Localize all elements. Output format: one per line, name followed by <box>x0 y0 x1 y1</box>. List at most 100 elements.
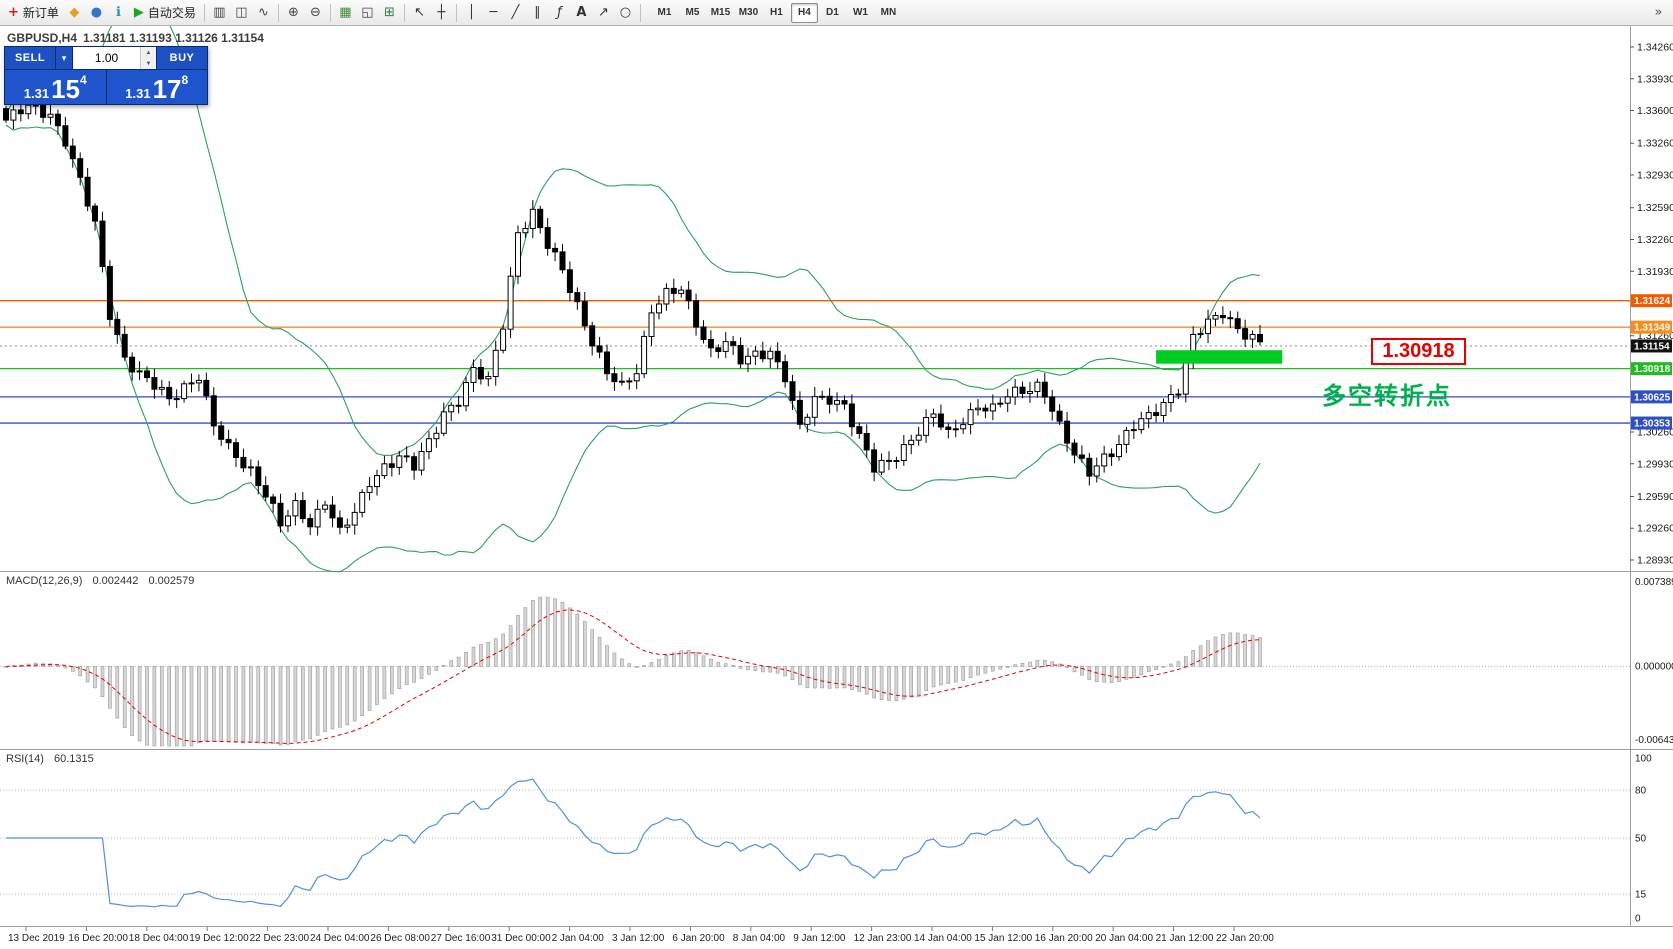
symbols-button[interactable]: ◆ <box>64 2 85 23</box>
arrow-tool-button[interactable]: ↗ <box>593 2 614 23</box>
timeframe-mn[interactable]: MN <box>875 3 902 23</box>
price-level-annotation[interactable]: 1.30918 <box>1371 338 1466 365</box>
svg-text:1.32260: 1.32260 <box>1637 234 1673 246</box>
svg-text:22 Dec 23:00: 22 Dec 23:00 <box>250 933 310 944</box>
toolbar-separator <box>203 3 205 22</box>
rsi-header: RSI(14) 60.1315 <box>6 753 101 765</box>
text-tool-button[interactable]: A <box>571 2 592 23</box>
svg-text:12 Jan 23:00: 12 Jan 23:00 <box>854 933 912 944</box>
info-icon: ℹ <box>115 5 121 20</box>
rsi-axis[interactable]: 100 80 50 15 0 <box>1635 754 1652 925</box>
buy-tab[interactable]: BUY <box>157 47 207 69</box>
one-click-trading-panel: SELL ▾ ▲ ▼ BUY 1.31 15 4 1.31 17 <box>4 46 208 105</box>
svg-text:1.31154: 1.31154 <box>1634 341 1670 352</box>
grid-icon: ▦ <box>339 5 352 20</box>
volume-down-button[interactable]: ▼ <box>141 58 156 69</box>
svg-text:0.007389: 0.007389 <box>1635 577 1673 588</box>
crosshair-icon: ┼ <box>437 5 446 20</box>
indicators-button[interactable]: ⊞ <box>379 2 400 23</box>
svg-text:50: 50 <box>1635 834 1647 845</box>
svg-text:16 Dec 20:00: 16 Dec 20:00 <box>68 933 128 944</box>
price-axis[interactable]: 1.34260 1.33930 1.33600 1.33260 1.32930 1.325… <box>1630 42 1673 567</box>
channel-tool-button[interactable]: ∥ <box>527 2 548 23</box>
turning-point-annotation[interactable]: 多空转折点 <box>1322 382 1452 410</box>
bar-chart-button[interactable]: ▥ <box>209 2 230 23</box>
scroll-to-end-button[interactable]: » <box>1648 2 1669 23</box>
symbol-ohlc-header: GBPUSD,H4 1.31181 1.31193 1.31126 1.31154 <box>7 31 264 45</box>
svg-text:100: 100 <box>1635 754 1652 765</box>
svg-text:14 Jan 04:00: 14 Jan 04:00 <box>914 933 972 944</box>
fibonacci-tool-button[interactable]: ƒ <box>549 2 570 23</box>
svg-text:9 Jan 12:00: 9 Jan 12:00 <box>793 933 846 944</box>
rsi-value: 60.1315 <box>53 753 94 765</box>
arrow-icon: ↗ <box>597 5 609 20</box>
svg-text:13 Dec 2019: 13 Dec 2019 <box>8 933 65 944</box>
ask-main: 17 <box>152 74 182 104</box>
crosshair-button[interactable]: ┼ <box>431 2 452 23</box>
svg-text:31 Dec 00:00: 31 Dec 00:00 <box>491 933 551 944</box>
candlestick-chart-button[interactable]: ◫ <box>231 2 252 23</box>
macd-histogram <box>4 596 1262 747</box>
timeframe-m30[interactable]: M30 <box>735 3 762 23</box>
svg-text:15 Jan 12:00: 15 Jan 12:00 <box>974 933 1032 944</box>
buy-price-button[interactable]: 1.31 17 8 <box>106 70 207 104</box>
svg-text:20 Jan 04:00: 20 Jan 04:00 <box>1095 933 1153 944</box>
svg-text:1.33930: 1.33930 <box>1637 73 1673 85</box>
macd-value-signal: 0.002579 <box>148 575 195 587</box>
cursor-button[interactable]: ↖ <box>409 2 430 23</box>
bollinger-bands <box>5 0 1261 573</box>
timeframe-m15[interactable]: M15 <box>707 3 734 23</box>
timeframe-h1[interactable]: H1 <box>763 3 790 23</box>
svg-text:1.30353: 1.30353 <box>1634 419 1671 430</box>
line-chart-icon: ∿ <box>257 5 269 20</box>
profiles-button[interactable]: ● <box>86 2 107 23</box>
timeframe-h4[interactable]: H4 <box>790 2 818 23</box>
svg-text:1.28930: 1.28930 <box>1637 555 1673 567</box>
info-button[interactable]: ℹ <box>108 2 129 23</box>
trendline-tool-button[interactable]: ╱ <box>505 2 526 23</box>
toolbar: + 新订单 ◆ ● ℹ ▶ 自动交易 ▥ ◫ ∿ ⊕ ⊖ <box>0 0 1673 26</box>
bid-prefix: 1.31 <box>23 86 50 101</box>
zoom-in-button[interactable]: ⊕ <box>283 2 304 23</box>
zoom-out-button[interactable]: ⊖ <box>305 2 326 23</box>
symbol-label: GBPUSD,H4 <box>7 31 78 45</box>
svg-text:1.29590: 1.29590 <box>1637 491 1673 503</box>
timeframe-w1[interactable]: W1 <box>847 3 874 23</box>
sell-tab[interactable]: SELL <box>5 47 55 69</box>
macd-axis[interactable]: 0.007389 0.000000 -0.006439 <box>1635 577 1673 746</box>
svg-text:22 Jan 20:00: 22 Jan 20:00 <box>1216 933 1274 944</box>
spin-up-icon: ▲ <box>145 49 152 56</box>
line-chart-button[interactable]: ∿ <box>253 2 274 23</box>
new-order-button[interactable]: + 新订单 <box>4 2 63 23</box>
indicators-icon: ⊞ <box>383 5 395 20</box>
bid-pip: 4 <box>80 73 87 87</box>
timeframe-d1[interactable]: D1 <box>819 3 846 23</box>
rsi-line <box>6 778 1261 908</box>
shapes-tool-button[interactable]: ○ <box>615 2 636 23</box>
spin-down-icon: ▼ <box>145 60 152 67</box>
tile-windows-button[interactable]: ◱ <box>357 2 378 23</box>
horizontal-line-tool-button[interactable]: ─ <box>483 2 504 23</box>
timeframe-m1[interactable]: M1 <box>651 3 678 23</box>
time-axis[interactable]: 13 Dec 2019 16 Dec 20:00 18 Dec 04:00 19 De… <box>8 927 1274 944</box>
profiles-icon: ● <box>90 5 103 20</box>
timeframe-m5[interactable]: M5 <box>679 3 706 23</box>
volume-dropdown-button[interactable]: ▾ <box>55 47 73 69</box>
fibonacci-icon: ƒ <box>557 5 562 20</box>
vertical-line-tool-button[interactable]: │ <box>461 2 482 23</box>
svg-text:0.000000: 0.000000 <box>1635 661 1673 672</box>
sell-price-button[interactable]: 1.31 15 4 <box>5 70 106 104</box>
grid-button[interactable]: ▦ <box>335 2 356 23</box>
auto-trading-button[interactable]: ▶ 自动交易 <box>130 2 200 23</box>
svg-text:15: 15 <box>1635 890 1647 901</box>
scroll-to-end-icon: » <box>1654 5 1663 20</box>
svg-text:18 Dec 04:00: 18 Dec 04:00 <box>129 933 189 944</box>
highlight-rectangle[interactable] <box>1156 350 1283 364</box>
cursor-icon: ↖ <box>413 5 425 20</box>
trendline-icon: ╱ <box>511 5 520 20</box>
svg-text:3 Jan 12:00: 3 Jan 12:00 <box>612 933 665 944</box>
volume-up-button[interactable]: ▲ <box>141 47 156 58</box>
volume-input[interactable] <box>73 47 140 69</box>
toolbar-separator <box>403 3 405 22</box>
